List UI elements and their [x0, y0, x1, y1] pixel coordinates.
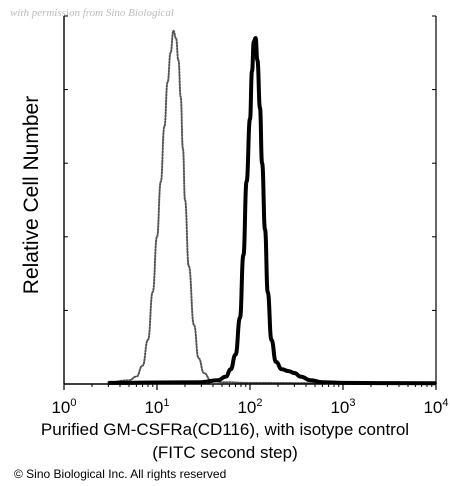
x-tick-label-1: 101	[144, 397, 169, 417]
x-tick-label-0: 100	[51, 397, 76, 417]
watermark-text: with permission from Sino Biological	[10, 7, 174, 19]
x-tick-label-4: 104	[423, 397, 448, 417]
series-line-1-outline	[108, 36, 437, 386]
x-axis-label-line-2: (FITC second step)	[152, 443, 298, 462]
series-line-1	[107, 37, 437, 384]
copyright-text: © Sino Biological Inc. All rights reserv…	[14, 467, 227, 481]
x-tick-label-3: 103	[330, 397, 355, 417]
y-axis-label: Relative Cell Number	[20, 95, 43, 295]
x-tick-label-2: 102	[237, 397, 262, 417]
x-axis-label-line-1: Purified GM-CSFRa(CD116), with isotype c…	[40, 420, 410, 439]
